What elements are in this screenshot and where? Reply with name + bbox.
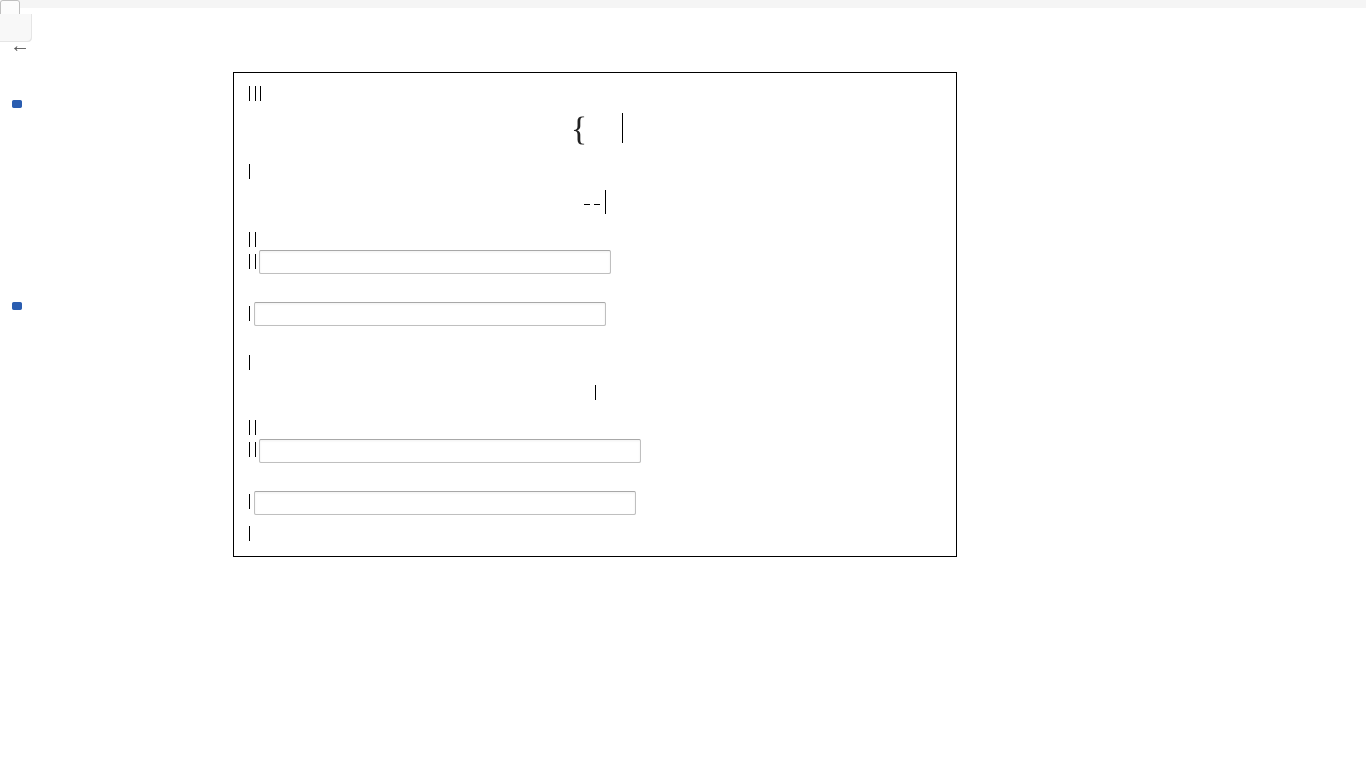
find1-line	[248, 231, 942, 249]
text-caret	[249, 355, 250, 370]
text-caret	[249, 494, 250, 509]
text-caret	[249, 526, 250, 541]
intro-line	[248, 85, 942, 103]
text-caret	[249, 442, 250, 457]
text-caret	[605, 190, 606, 214]
text-caret	[595, 385, 596, 400]
problem-container: {	[233, 72, 957, 557]
answer-input-2[interactable]	[254, 302, 606, 326]
fraction-2	[594, 204, 600, 205]
sidebar-marker	[12, 100, 22, 108]
numerator	[594, 204, 600, 205]
answer-row-2	[248, 302, 942, 326]
part1-intro	[248, 163, 942, 181]
text-caret	[255, 442, 256, 457]
density2-formula	[248, 382, 942, 404]
conditional-density-formula: {	[248, 113, 942, 147]
text-caret	[249, 232, 250, 247]
answer-row-4	[248, 491, 942, 515]
numerator	[584, 204, 590, 205]
browser-tab-stub[interactable]	[0, 0, 20, 15]
text-caret	[249, 254, 250, 269]
text-caret	[255, 254, 256, 269]
text-caret	[249, 164, 250, 179]
text-caret	[260, 86, 261, 101]
answer-row-3	[248, 439, 942, 463]
text-caret	[622, 113, 623, 143]
left-brace-icon: {	[571, 113, 587, 147]
answer-input-4[interactable]	[254, 491, 636, 515]
answer-input-1[interactable]	[259, 250, 611, 274]
text-caret	[255, 232, 256, 247]
text-caret	[255, 420, 256, 435]
uniform-density-formula	[248, 190, 942, 215]
text-caret	[249, 420, 250, 435]
sidebar-marker	[12, 302, 22, 310]
text-caret	[255, 86, 256, 101]
fraction-1	[584, 204, 590, 205]
text-caret	[249, 86, 250, 101]
browser-chrome-strip	[0, 0, 1366, 8]
text-caret	[249, 306, 250, 321]
part2-intro	[248, 354, 942, 372]
back-arrow-icon[interactable]: ←	[10, 36, 30, 56]
hint-line-1	[248, 525, 942, 543]
answer-input-3[interactable]	[259, 439, 641, 463]
answer-row-1	[248, 250, 942, 274]
find2-line	[248, 419, 942, 437]
